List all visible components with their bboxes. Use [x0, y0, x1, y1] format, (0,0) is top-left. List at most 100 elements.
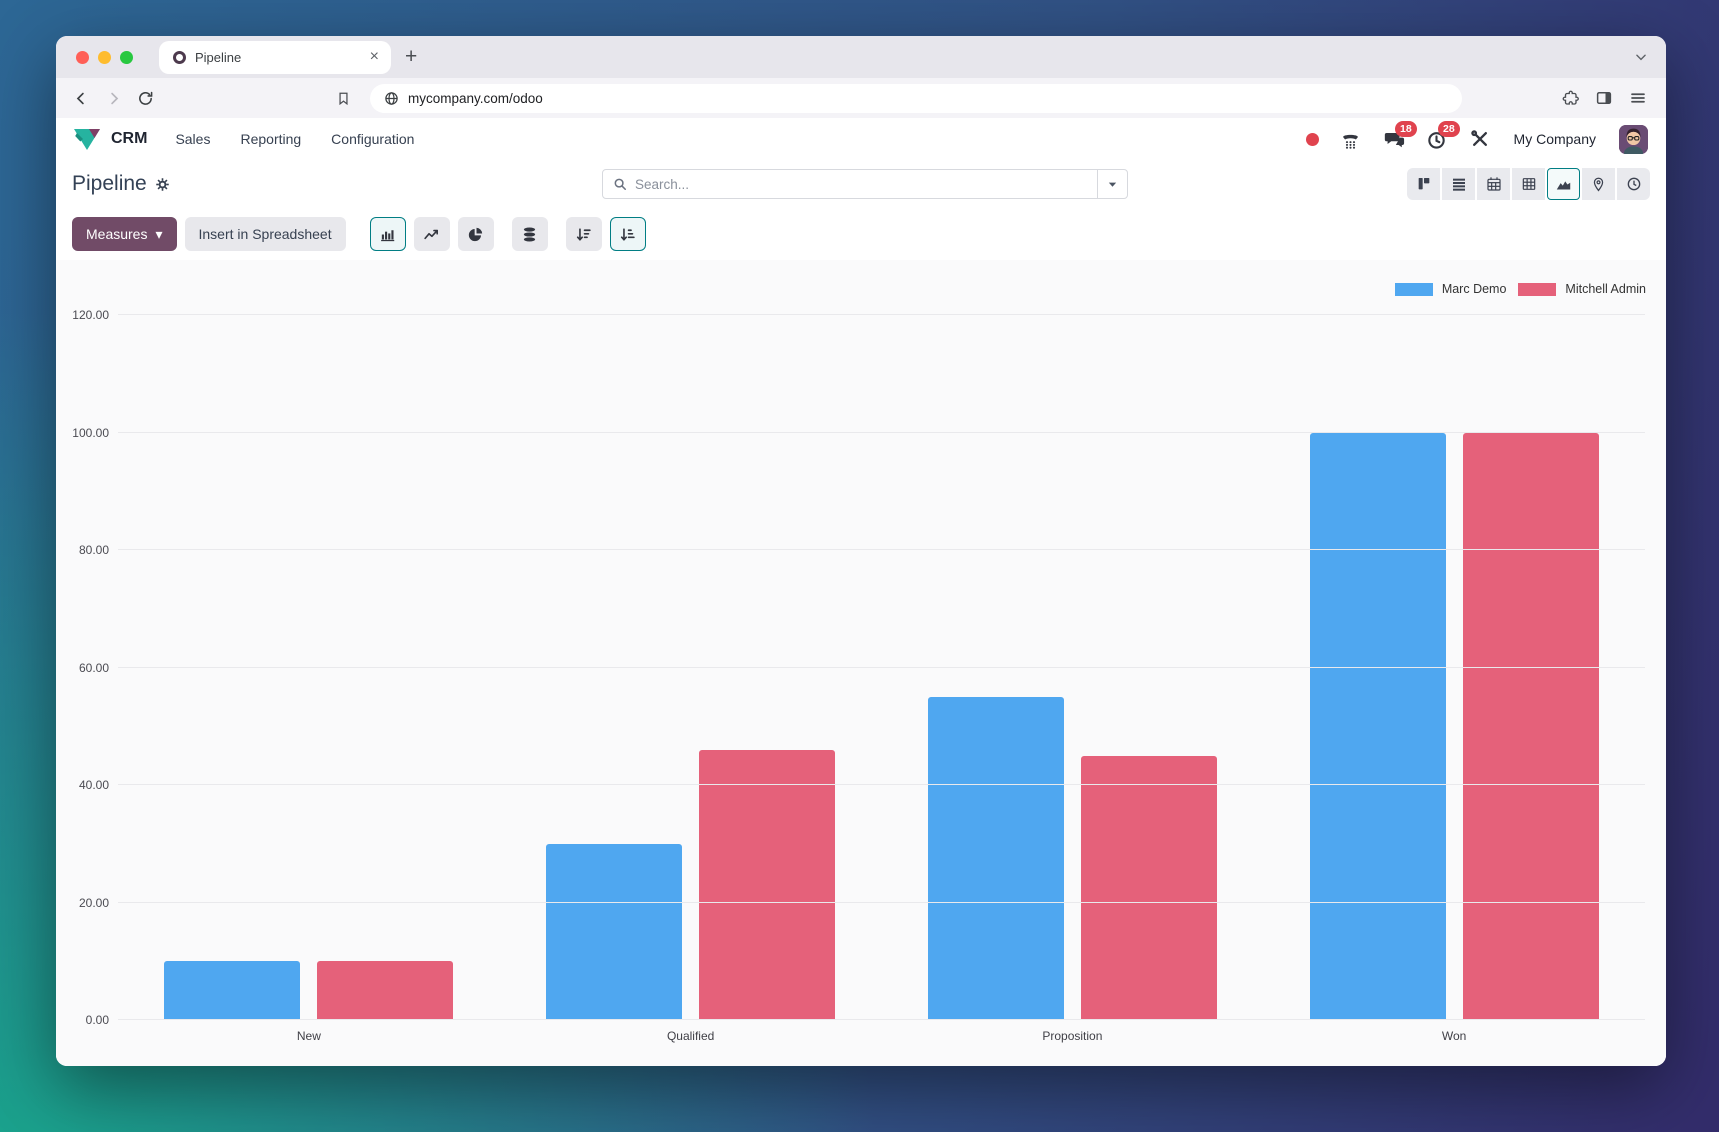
measures-label: Measures: [86, 226, 148, 242]
search-filters-toggle[interactable]: [1097, 170, 1127, 198]
x-axis-category-label: Won: [1441, 1029, 1467, 1043]
bar[interactable]: [1309, 432, 1446, 1020]
y-axis-tick-label: 80.00: [78, 543, 109, 557]
tab-close-icon[interactable]: ×: [369, 48, 379, 65]
chart-legend: Marc Demo Mitchell Admin: [1394, 282, 1646, 296]
new-tab-button[interactable]: +: [405, 45, 418, 68]
chart-area: Marc Demo Mitchell Admin New Qualified Prop…: [56, 260, 1666, 1066]
gridline: [118, 549, 1645, 550]
discuss-chat-icon[interactable]: 18: [1383, 121, 1418, 150]
y-axis-tick-label: 60.00: [78, 660, 109, 675]
measures-button[interactable]: Measures ▾: [72, 217, 177, 251]
view-activity-button[interactable]: [1617, 168, 1650, 200]
gridline: [118, 1019, 1645, 1020]
legend-swatch: [1518, 282, 1557, 296]
window-minimize-button[interactable]: [98, 50, 111, 64]
legend-swatch: [1394, 282, 1433, 296]
activities-clock-icon[interactable]: 28: [1426, 121, 1461, 150]
view-kanban-button[interactable]: [1407, 168, 1440, 200]
chat-badge: 18: [1394, 121, 1418, 137]
bar-group: New: [118, 315, 500, 1043]
x-axis-category-label: New: [296, 1029, 321, 1043]
tools-icon[interactable]: [1469, 128, 1491, 150]
search-input[interactable]: [635, 176, 1097, 192]
pie-chart-button[interactable]: [457, 217, 494, 251]
site-globe-icon: [384, 91, 399, 106]
bar[interactable]: [317, 961, 454, 1020]
legend-item[interactable]: Mitchell Admin: [1518, 282, 1646, 296]
insert-in-spreadsheet-button[interactable]: Insert in Spreadsheet: [184, 217, 346, 251]
caret-down-icon: ▾: [155, 225, 163, 242]
view-calendar-button[interactable]: [1477, 168, 1510, 200]
x-axis-category-label: Proposition: [1042, 1029, 1103, 1043]
browser-window: Pipeline × + mycompany.com/odoo: [56, 36, 1666, 1066]
bar[interactable]: [927, 696, 1064, 1020]
view-map-button[interactable]: [1582, 168, 1615, 200]
window-controls: [56, 50, 147, 64]
gridline: [118, 784, 1645, 785]
company-switcher[interactable]: My Company: [1513, 131, 1596, 147]
bar-group: Won: [1263, 315, 1645, 1043]
y-axis-tick-label: 120.00: [72, 308, 109, 322]
menu-reporting[interactable]: Reporting: [240, 131, 302, 147]
user-avatar[interactable]: [1619, 124, 1648, 154]
browser-menu-icon[interactable]: [1624, 84, 1652, 112]
sort-descending-button[interactable]: [565, 217, 602, 251]
bar-group: Qualified: [500, 315, 882, 1043]
sort-ascending-button[interactable]: [609, 217, 646, 251]
gridline: [118, 431, 1645, 433]
plot-area: New Qualified Proposition Won 0.00 20.00 40.0…: [72, 308, 1645, 1043]
status-dot: [1305, 132, 1319, 146]
app-name[interactable]: CRM: [111, 130, 148, 147]
x-axis-category-label: Qualified: [666, 1029, 715, 1043]
legend-item[interactable]: Marc Demo: [1394, 282, 1507, 296]
stacked-toggle-button[interactable]: [511, 217, 548, 251]
browser-tab-pipeline[interactable]: Pipeline ×: [159, 40, 391, 74]
softphone-icon[interactable]: [1340, 128, 1362, 150]
activity-badge: 28: [1437, 121, 1461, 137]
url-bar[interactable]: mycompany.com/odoo: [370, 83, 1462, 113]
control-panel-top: Pipeline: [56, 160, 1666, 208]
menu-configuration[interactable]: Configuration: [331, 131, 415, 147]
y-axis-tick-label: 100.00: [72, 425, 109, 440]
bar[interactable]: [546, 843, 683, 1020]
search-icon: [603, 177, 635, 191]
tab-strip: Pipeline × +: [56, 36, 1666, 78]
view-switcher: [1407, 168, 1650, 200]
settings-gear-icon[interactable]: [155, 177, 170, 192]
browser-toolbar: mycompany.com/odoo: [56, 78, 1666, 118]
page-title: Pipeline: [72, 172, 147, 195]
bar[interactable]: [1080, 755, 1217, 1020]
tab-title: Pipeline: [195, 49, 242, 65]
back-button[interactable]: [68, 85, 94, 111]
search-box[interactable]: [602, 169, 1128, 199]
extensions-icon[interactable]: [1556, 84, 1584, 112]
tab-favicon-icon: [173, 50, 186, 64]
control-panel-buttons: Measures ▾ Insert in Spreadsheet: [56, 208, 1666, 260]
reload-button[interactable]: [132, 85, 158, 111]
url-text: mycompany.com/odoo: [408, 90, 543, 106]
view-pivot-button[interactable]: [1512, 168, 1545, 200]
crm-app-logo[interactable]: [72, 126, 102, 152]
tab-search-chevron-icon[interactable]: [1634, 50, 1648, 64]
gridline: [118, 314, 1645, 315]
menu-sales[interactable]: Sales: [175, 131, 211, 147]
bar-chart-button[interactable]: [369, 217, 406, 251]
bar-group: Proposition: [882, 315, 1264, 1043]
bar[interactable]: [699, 749, 836, 1020]
bookmark-icon[interactable]: [330, 85, 356, 111]
bar[interactable]: [164, 961, 301, 1020]
view-list-button[interactable]: [1442, 168, 1475, 200]
legend-label: Marc Demo: [1441, 282, 1507, 296]
window-close-button[interactable]: [76, 50, 89, 64]
sidebar-toggle-icon[interactable]: [1590, 84, 1618, 112]
y-axis-tick-label: 20.00: [78, 895, 109, 910]
bar[interactable]: [1462, 432, 1599, 1020]
window-maximize-button[interactable]: [120, 50, 133, 64]
gridline: [118, 901, 1645, 903]
line-chart-button[interactable]: [413, 217, 450, 251]
view-graph-button[interactable]: [1547, 168, 1580, 200]
legend-label: Mitchell Admin: [1565, 282, 1646, 296]
forward-button[interactable]: [100, 85, 126, 111]
bars-container: New Qualified Proposition Won: [118, 315, 1645, 1043]
